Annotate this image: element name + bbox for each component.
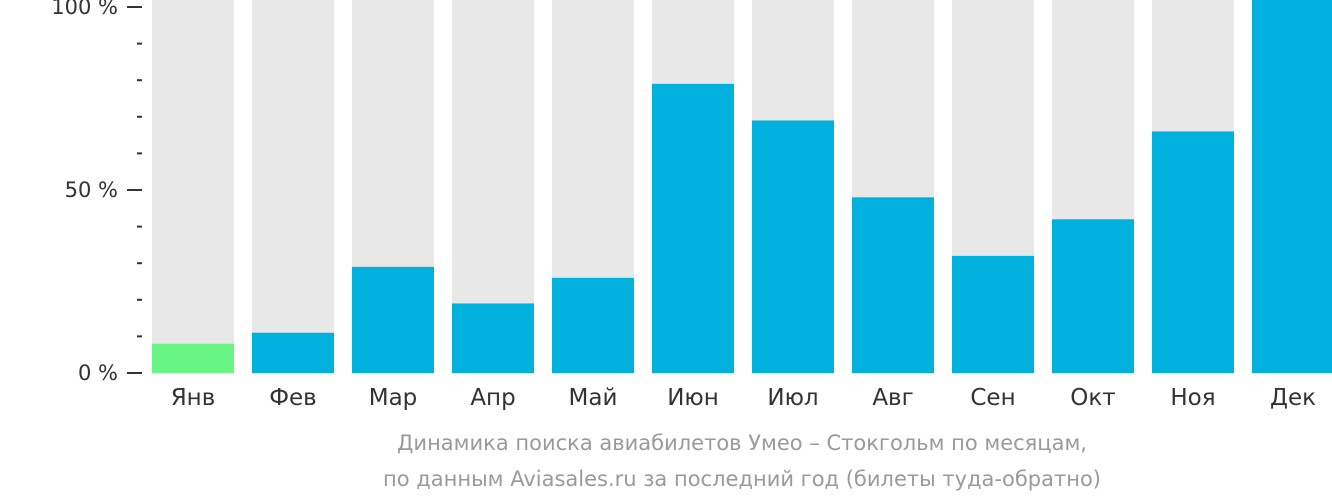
x-tick-label: Июл [767,385,818,411]
x-tick-label: Июн [667,385,719,411]
x-tick-label: Мар [369,385,418,411]
bar-12 [1252,0,1332,373]
bar-4 [452,303,534,373]
bar-chart: 0 % 50 % 100 % Янв Фев Мар Апр Май Июн Июл Авг Сен… [51,0,1332,411]
y-tick-label: 50 % [65,178,118,202]
x-axis: Янв Фев Мар Апр Май Июн Июл Авг Сен Окт Ноя Дек [171,385,1316,411]
x-tick-label: Окт [1070,385,1115,411]
bar-6 [652,83,734,374]
x-tick-label: Дек [1270,385,1316,411]
y-tick-label: 100 % [51,0,118,19]
bar-1 [152,343,234,373]
x-tick-label: Апр [470,385,515,411]
y-axis: 0 % 50 % 100 % [51,0,142,385]
chart-caption-line-1: Динамика поиска авиабилетов Умео – Стокг… [397,431,1087,455]
x-tick-label: Фев [269,385,317,411]
chart-caption-line-2: по данным Aviasales.ru за последний год … [383,467,1101,491]
bar-9 [952,255,1034,373]
x-tick-label: Ноя [1170,385,1215,411]
bar-2 [252,332,334,373]
x-tick-label: Май [569,385,618,411]
bar-10 [1052,219,1134,373]
y-tick-label: 0 % [78,361,118,385]
x-tick-label: Янв [171,385,216,411]
bar-7 [752,120,834,374]
bar-8 [852,197,934,373]
bar-5 [552,277,634,373]
bar-3 [352,266,434,373]
background-bar-2 [252,0,334,373]
data-bars [152,0,1332,374]
bar-11 [1152,131,1234,373]
x-tick-label: Авг [872,385,913,411]
x-tick-label: Сен [970,385,1015,411]
background-bar-1 [152,0,234,373]
